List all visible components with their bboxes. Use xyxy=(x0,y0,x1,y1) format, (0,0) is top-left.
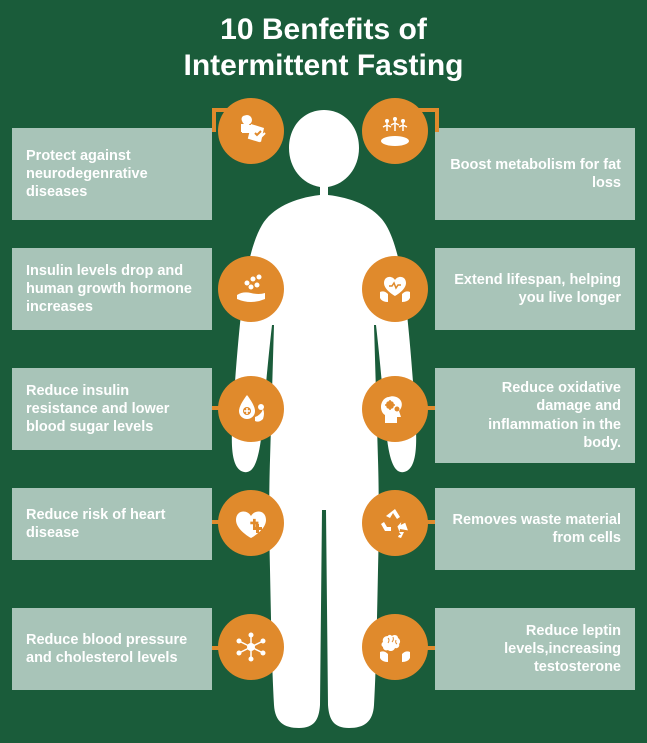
benefit-box-right-1: Extend lifespan, helping you live longer xyxy=(435,248,635,330)
molecule-icon xyxy=(218,614,284,680)
benefit-text: Extend lifespan, helping you live longer xyxy=(449,271,621,307)
benefit-text: Reduce oxidative damage and inflammation… xyxy=(449,379,621,452)
benefit-text: Removes waste material from cells xyxy=(449,511,621,547)
benefit-text: Boost metabolism for fat loss xyxy=(449,156,621,192)
benefit-text: Reduce leptin levels,increasing testoste… xyxy=(449,622,621,676)
benefit-box-right-4: Reduce leptin levels,increasing testoste… xyxy=(435,608,635,690)
benefit-box-left-3: Reduce risk of heart disease xyxy=(12,488,212,560)
benefit-text: Reduce risk of heart disease xyxy=(26,506,198,542)
blood-drop-icon xyxy=(218,376,284,442)
title-line-2: Intermittent Fasting xyxy=(183,49,463,82)
title-line-1: 10 Benfefits of xyxy=(220,13,427,46)
hands-heart-icon xyxy=(362,256,428,322)
exercise-icon xyxy=(362,98,428,164)
benefit-box-right-3: Removes waste material from cells xyxy=(435,488,635,570)
benefit-box-left-0: Protect against neurodegenrative disease… xyxy=(12,128,212,220)
heart-plus-icon xyxy=(218,490,284,556)
benefit-text: Protect against neurodegenrative disease… xyxy=(26,147,198,201)
benefit-text: Insulin levels drop and human growth hor… xyxy=(26,262,198,316)
title: 10 Benfefits of Intermittent Fasting xyxy=(0,0,647,92)
connector xyxy=(435,108,439,132)
benefit-box-left-4: Reduce blood pressure and cholesterol le… xyxy=(12,608,212,690)
brain-gear-icon xyxy=(362,376,428,442)
hands-brain-icon xyxy=(362,614,428,680)
benefit-box-left-2: Reduce insulin resistance and lower bloo… xyxy=(12,368,212,450)
hand-pills-icon xyxy=(218,256,284,322)
shield-icon xyxy=(218,98,284,164)
benefit-text: Reduce blood pressure and cholesterol le… xyxy=(26,631,198,667)
benefit-box-left-1: Insulin levels drop and human growth hor… xyxy=(12,248,212,330)
connector xyxy=(212,108,216,132)
benefit-box-right-2: Reduce oxidative damage and inflammation… xyxy=(435,368,635,463)
benefit-box-right-0: Boost metabolism for fat loss xyxy=(435,128,635,220)
benefit-text: Reduce insulin resistance and lower bloo… xyxy=(26,382,198,436)
recycle-icon xyxy=(362,490,428,556)
